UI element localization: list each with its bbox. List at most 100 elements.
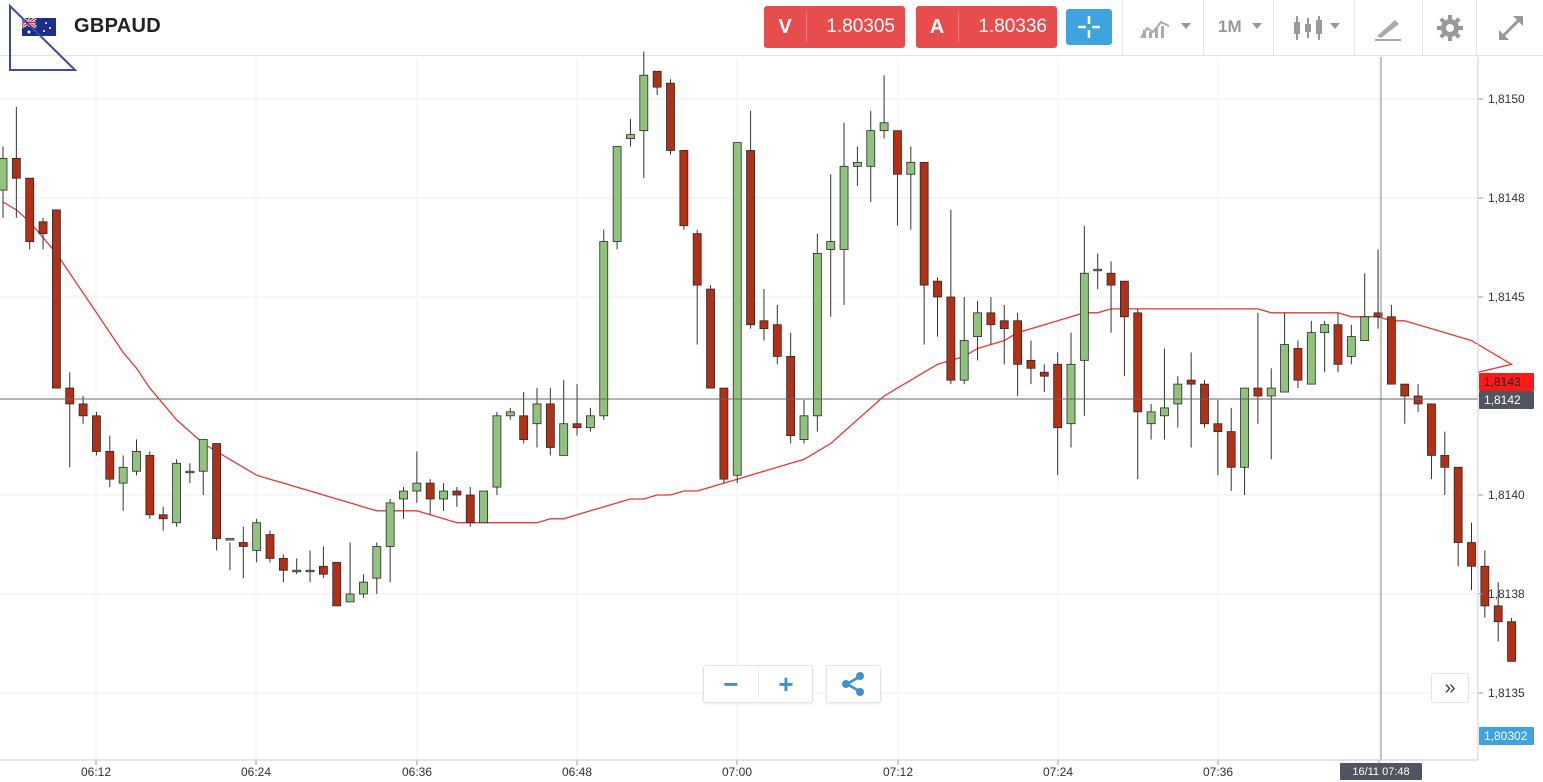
buy-button[interactable]: A 1.80336 <box>916 6 1057 48</box>
candle-body <box>492 415 502 488</box>
candle-body <box>359 581 368 595</box>
candle <box>893 130 902 226</box>
candle <box>225 538 235 571</box>
candle-body <box>639 74 649 132</box>
candle <box>479 490 489 524</box>
candle <box>812 233 822 432</box>
crosshair-button[interactable] <box>1066 9 1112 45</box>
candle <box>559 380 569 456</box>
candle <box>545 388 555 456</box>
candle-body <box>732 142 742 476</box>
timeframe-select[interactable]: 1M <box>1203 0 1274 55</box>
candle <box>973 300 982 361</box>
candle-body <box>572 423 582 429</box>
candle-body <box>412 482 422 492</box>
candle-body <box>252 522 262 551</box>
zoom-out-button[interactable]: − <box>723 669 739 699</box>
candle-body <box>1240 387 1249 468</box>
buy-label: A <box>929 16 945 38</box>
candle-body <box>0 157 8 191</box>
drawing-tools-button[interactable] <box>1354 0 1423 55</box>
candle <box>1213 399 1223 476</box>
candle <box>25 177 35 250</box>
ma-price-label-text: 1,8143 <box>1484 375 1521 389</box>
candle-body <box>78 403 88 417</box>
candle <box>839 122 849 305</box>
zoom-in-button[interactable]: + <box>778 669 794 699</box>
crosshair-price-label-text: 1,8142 <box>1484 393 1521 407</box>
candle-body <box>999 320 1009 330</box>
candle <box>746 110 755 329</box>
candle <box>1427 403 1436 480</box>
y-tick-label: 1,8150 <box>1488 92 1525 106</box>
candle-body <box>465 494 475 524</box>
candle <box>252 518 262 563</box>
candle-style-button[interactable] <box>1273 0 1355 55</box>
candle <box>959 297 969 385</box>
candle-body <box>1039 371 1049 377</box>
buy-divider <box>958 12 959 42</box>
sell-button[interactable]: V 1.80305 <box>764 6 905 48</box>
candle <box>318 546 328 579</box>
candle-body <box>198 439 208 472</box>
zoom-divider <box>758 670 759 698</box>
candle <box>1160 348 1169 440</box>
candle <box>145 451 155 519</box>
candle-body <box>1507 621 1516 662</box>
candle-body <box>626 134 635 139</box>
candle-body <box>265 534 275 559</box>
y-tick-label: 1,8138 <box>1488 587 1525 601</box>
candlestick-icon <box>1294 16 1322 40</box>
candle-body <box>599 241 609 417</box>
candle <box>1280 312 1289 393</box>
candle-body <box>92 415 101 452</box>
candle <box>1240 387 1249 495</box>
candle-body <box>345 593 355 603</box>
candle <box>385 498 395 583</box>
candle-body <box>332 561 342 607</box>
candle <box>1480 550 1490 618</box>
fullscreen-button[interactable] <box>1476 0 1543 55</box>
candle <box>492 411 502 495</box>
candle <box>92 411 101 456</box>
candle <box>38 217 48 250</box>
candle <box>1133 308 1143 480</box>
candle-body <box>479 490 489 524</box>
y-tick-label: 1,8140 <box>1488 488 1525 502</box>
candle <box>1013 312 1022 396</box>
candle-body <box>812 253 822 417</box>
candle-body <box>1186 379 1196 385</box>
candle-body <box>372 546 382 579</box>
chart-toolbar: GBPAUD V 1.80305 A 1.80336 1M <box>0 0 1543 56</box>
candle-body <box>65 387 75 405</box>
candle-body <box>399 490 408 500</box>
y-tick-label: 1,8135 <box>1488 686 1525 700</box>
candle-body <box>1293 348 1303 381</box>
candle <box>1440 431 1450 495</box>
drawing-tool-icon <box>1375 20 1401 41</box>
chart-type-button[interactable] <box>1122 0 1204 55</box>
candle-body <box>786 355 796 436</box>
candle <box>1413 384 1423 412</box>
candle-body <box>452 490 462 496</box>
candle <box>198 439 208 495</box>
candle <box>1346 324 1356 365</box>
candle <box>919 161 929 345</box>
candle-body <box>933 280 942 298</box>
x-tick-label: 07:00 <box>722 765 752 779</box>
sell-price: 1.80305 <box>826 16 895 37</box>
candle-body <box>973 312 982 337</box>
candle-body <box>439 490 448 500</box>
candle-body <box>1053 363 1063 429</box>
candle <box>1400 383 1410 424</box>
share-button[interactable] <box>826 665 881 703</box>
candle <box>612 146 622 250</box>
candle-body <box>1026 359 1036 369</box>
candle-body <box>706 288 715 389</box>
candle-body <box>1387 316 1396 385</box>
settings-button[interactable] <box>1422 0 1477 55</box>
zoom-controls: − + <box>703 665 813 703</box>
crosshair-time-label-text: 16/11 07:48 <box>1352 766 1409 778</box>
scroll-to-latest-button[interactable]: » <box>1431 673 1469 703</box>
